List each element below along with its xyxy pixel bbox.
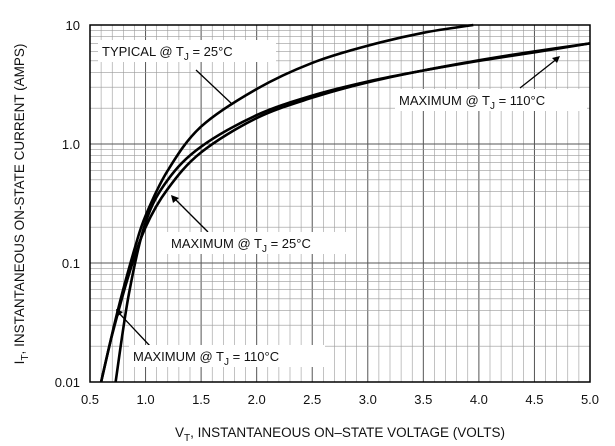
series-lines	[99, 23, 591, 383]
callout-leader-max110-top	[519, 57, 559, 89]
plot-frame	[89, 24, 591, 383]
callout-bg-typical	[98, 40, 276, 62]
x-tick-label: 4.0	[470, 392, 488, 407]
callout-leader-typical	[195, 69, 233, 105]
arrowhead-max25	[171, 195, 179, 203]
y-axis-title: IT, INSTANTANEOUS ON-STATE CURRENT (AMPS…	[12, 44, 31, 365]
y-tick-label: 0.1	[62, 256, 80, 271]
callout-bg-max110-bottom	[129, 345, 325, 367]
arrowhead-max110-top	[552, 56, 560, 63]
x-tick-label: 0.5	[81, 392, 99, 407]
series-line-0	[99, 23, 474, 383]
x-tick-label: 2.0	[248, 392, 266, 407]
arrowhead-max110-bottom	[116, 309, 123, 317]
x-tick-label: 1.0	[137, 392, 155, 407]
y-tick-label: 0.01	[55, 375, 80, 390]
x-tick-label: 4.5	[525, 392, 543, 407]
y-tick-label: 1.0	[62, 137, 80, 152]
x-tick-label: 5.0	[581, 392, 599, 407]
callout-leader-max110-bottom	[117, 311, 151, 347]
callout-label-max25: MAXIMUM @ TJ = 25°C	[171, 236, 311, 255]
y-tick-label: 10	[66, 18, 80, 33]
x-tick-labels: 0.5 1.0 1.5 2.0 2.5 3.0 3.5 4.0 4.5 5.0	[81, 392, 599, 407]
callout-label-max110-top: MAXIMUM @ TJ = 110°C	[399, 93, 545, 112]
callouts: TYPICAL @ TJ = 25°C MAXIMUM @ TJ = 110°C…	[98, 40, 587, 368]
callout-bg-max25	[167, 232, 353, 254]
x-axis-title: VT, INSTANTANEOUS ON–STATE VOLTAGE (VOLT…	[175, 425, 505, 444]
x-tick-label: 3.0	[359, 392, 377, 407]
grid	[89, 25, 591, 383]
y-tick-labels: 0.01 0.1 1.0 10	[55, 18, 80, 390]
callout-label-max110-bottom: MAXIMUM @ TJ = 110°C	[133, 349, 279, 368]
x-tick-label: 3.5	[414, 392, 432, 407]
callout-label-typical: TYPICAL @ TJ = 25°C	[102, 44, 233, 63]
x-tick-label: 2.5	[303, 392, 321, 407]
series-line-2	[99, 42, 591, 383]
callout-leader-max25	[173, 197, 209, 233]
x-tick-label: 1.5	[192, 392, 210, 407]
callout-bg-max110-top	[395, 89, 587, 111]
